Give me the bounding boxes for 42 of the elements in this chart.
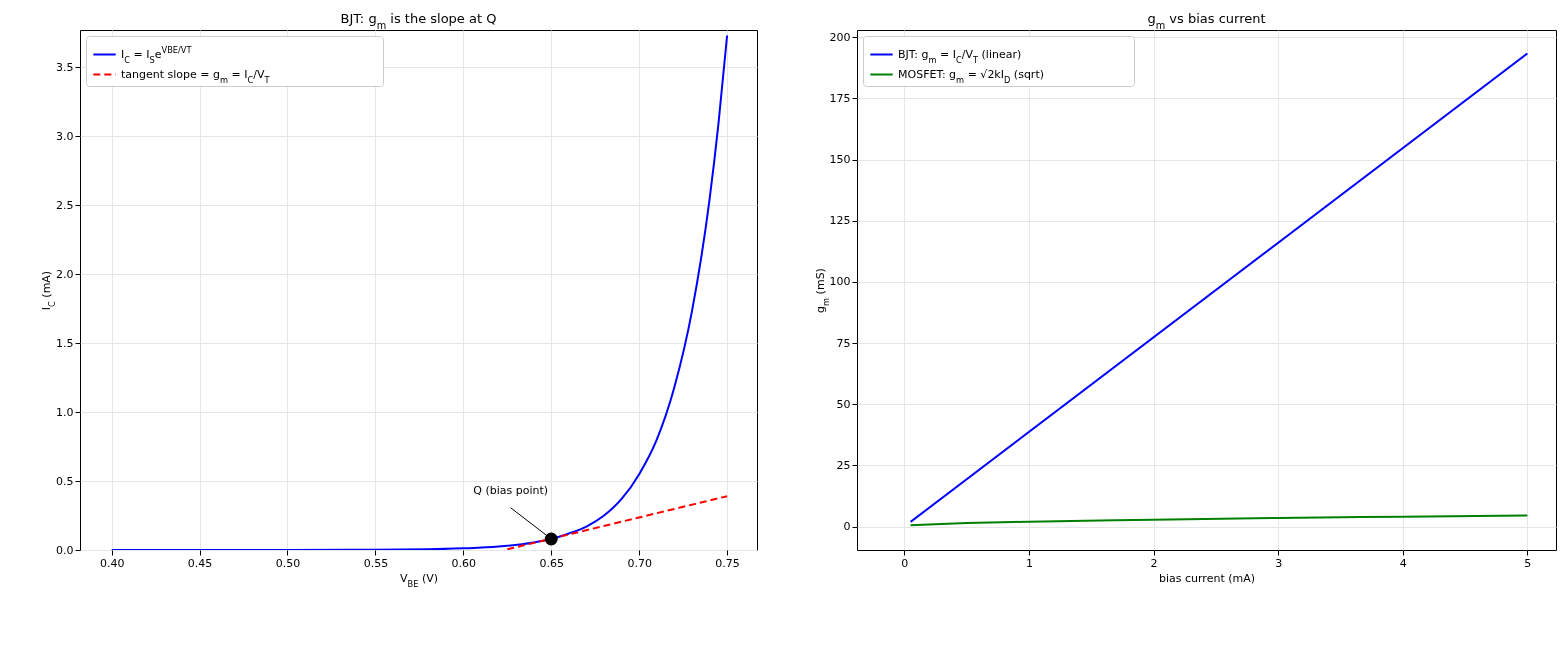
x-tick-label: 2 bbox=[1150, 556, 1158, 570]
legend-label: tangent slope = g$_{m}$ = I$_{C}$/V$_{T}$ bbox=[121, 67, 271, 85]
x-axis-title: bias current (mA) bbox=[1158, 571, 1256, 585]
x-tick-label: 0.75 bbox=[715, 556, 740, 570]
x-tick-label: 0.40 bbox=[99, 556, 125, 570]
x-tick-label: 5 bbox=[1524, 556, 1532, 570]
x-tick-label: 0.55 bbox=[363, 556, 389, 570]
y-tick-label: 1.0 bbox=[56, 405, 74, 419]
x-axis-title: V$_{BE}$ (V) bbox=[399, 571, 439, 589]
line-series bbox=[110, 34, 729, 550]
y-tick-label: 3.0 bbox=[56, 129, 74, 143]
y-tick-label: 25 bbox=[836, 458, 851, 472]
legend-label: I$_{C}$ = I$_{S}$e$^{VBE/VT}$ bbox=[121, 44, 193, 65]
y-tick-label: 50 bbox=[836, 397, 851, 411]
y-tick-label: 0.5 bbox=[56, 474, 74, 488]
y-tick-label: 200 bbox=[829, 30, 851, 44]
y-tick-label: 3.5 bbox=[56, 60, 74, 74]
y-tick-label: 150 bbox=[829, 153, 851, 167]
y-tick-label: 125 bbox=[829, 214, 851, 228]
x-tick-label: 0.65 bbox=[539, 556, 565, 570]
x-tick-label: 0 bbox=[901, 556, 909, 570]
x-tick-label: 4 bbox=[1399, 556, 1407, 570]
x-tick-label: 0.50 bbox=[275, 556, 301, 570]
y-tick-label: 175 bbox=[829, 91, 851, 105]
annotation: Q (bias point) bbox=[473, 483, 549, 497]
x-tick-label: 0.45 bbox=[187, 556, 213, 570]
y-tick-label: 0 bbox=[843, 520, 851, 534]
y-tick-label: 0.0 bbox=[56, 543, 74, 557]
x-tick-label: 3 bbox=[1275, 556, 1283, 570]
y-tick-label: 2.5 bbox=[56, 198, 74, 212]
x-tick-label: 1 bbox=[1025, 556, 1033, 570]
x-tick-label: 0.70 bbox=[627, 556, 652, 570]
y-tick-label: 100 bbox=[829, 275, 851, 289]
y-tick-label: 1.5 bbox=[56, 336, 74, 350]
chart-title: g$_{m}$ vs bias current bbox=[1147, 11, 1266, 31]
legend-label: MOSFET: g$_{m}$ = √2kI$_{D}$ (sqrt) bbox=[898, 67, 1044, 85]
chart-title: BJT: g$_{m}$ is the slope at Q bbox=[340, 11, 497, 31]
legend-label: BJT: g$_{m}$ = I$_{C}$/V$_{T}$ (linear) bbox=[898, 47, 1022, 65]
y-tick-label: 2.0 bbox=[56, 267, 74, 281]
x-tick-label: 0.60 bbox=[451, 556, 477, 570]
y-tick-label: 75 bbox=[836, 336, 851, 350]
line-series bbox=[909, 514, 1529, 527]
